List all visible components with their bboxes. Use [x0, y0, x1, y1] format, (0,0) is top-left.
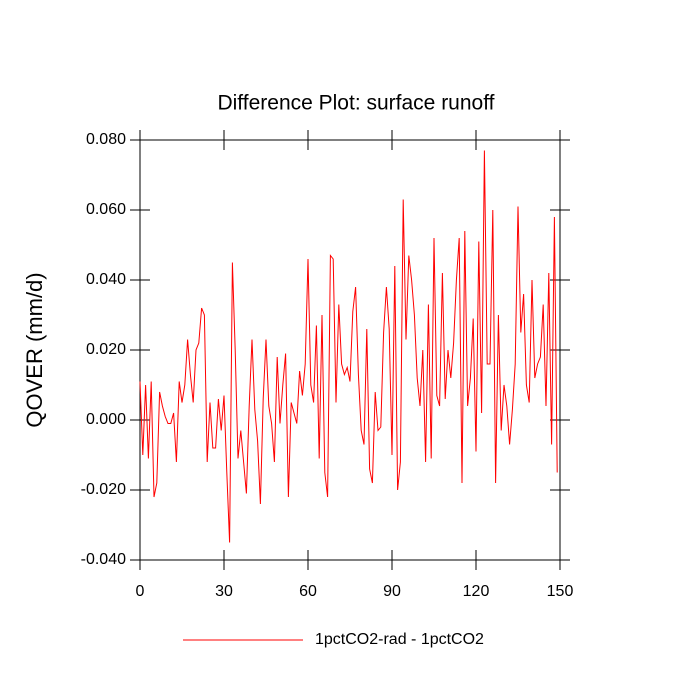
y-axis-label: QOVER (mm/d) [22, 272, 47, 427]
y-tick-label: -0.040 [81, 551, 126, 568]
x-tick-label: 90 [383, 583, 401, 600]
x-tick-label: 60 [299, 583, 317, 600]
chart-title: Difference Plot: surface runoff [217, 92, 494, 115]
x-tick-label: 30 [215, 583, 233, 600]
x-tick-label: 0 [136, 583, 145, 600]
y-tick-label: 0.060 [86, 201, 126, 218]
y-tick-label: -0.020 [81, 481, 126, 498]
x-tick-label: 150 [547, 583, 574, 600]
y-tick-label: 0.000 [86, 411, 126, 428]
data-line [139, 150, 558, 543]
legend-label: 1pctCO2-rad - 1pctCO2 [315, 631, 484, 648]
y-tick-label: 0.040 [86, 271, 126, 288]
x-tick-label: 120 [463, 583, 490, 600]
y-tick-label: 0.020 [86, 341, 126, 358]
y-tick-label: 0.080 [86, 131, 126, 148]
plot-frame [139, 139, 561, 561]
